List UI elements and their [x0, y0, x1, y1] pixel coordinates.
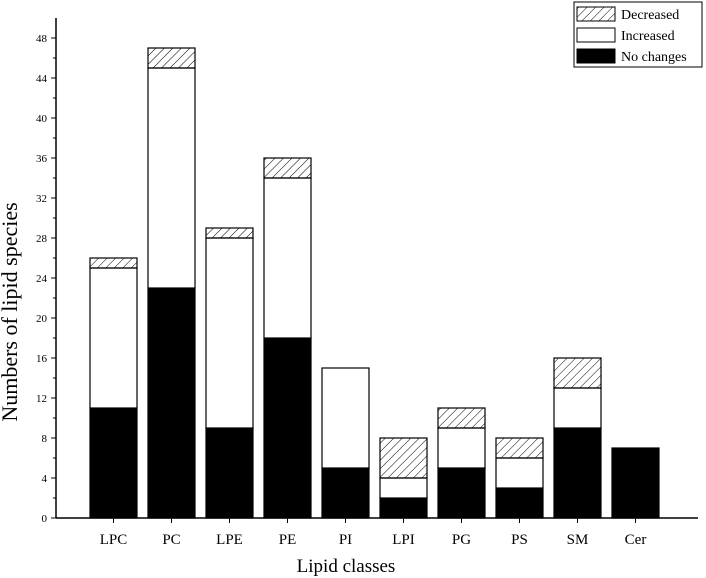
bar-lpe-no-changes	[205, 427, 254, 519]
bar-pi-no-changes	[321, 467, 370, 519]
legend-swatch	[576, 27, 616, 43]
y-tick-label: 12	[36, 393, 47, 405]
x-tick-label: PC	[162, 532, 180, 548]
bar-pe-no-changes	[263, 337, 312, 519]
bar-pc-decreased	[147, 47, 196, 69]
y-tick-label: 48	[36, 33, 48, 45]
bar-pg-decreased	[437, 407, 486, 429]
bar-lpe-increased	[205, 237, 254, 429]
bar-ps-increased	[495, 457, 544, 489]
x-tick-label: LPI	[392, 532, 415, 548]
y-tick-label: 4	[42, 473, 48, 485]
y-tick-label: 0	[42, 513, 48, 525]
bar-pg-increased	[437, 427, 486, 469]
y-tick-label: 44	[36, 73, 48, 85]
bar-sm-increased	[553, 387, 602, 429]
bar-sm-decreased	[553, 357, 602, 389]
x-tick-label: LPC	[100, 532, 128, 548]
x-tick-label: SM	[567, 532, 589, 548]
bar-pc-no-changes	[147, 287, 196, 519]
x-tick-label: PE	[279, 532, 297, 548]
bar-pc-increased	[147, 67, 196, 289]
bar-pe-decreased	[263, 157, 312, 179]
bar-ps-decreased	[495, 437, 544, 459]
x-tick-label: PS	[511, 532, 528, 548]
y-tick-label: 36	[36, 153, 48, 165]
x-tick-label: Cer	[625, 532, 647, 548]
y-tick-label: 24	[36, 273, 48, 285]
bars	[89, 47, 660, 519]
legend-label: Increased	[621, 29, 675, 44]
bar-sm-no-changes	[553, 427, 602, 519]
bar-lpe-decreased	[205, 227, 254, 239]
legend-swatch	[576, 48, 616, 64]
bar-pg-no-changes	[437, 467, 486, 519]
bar-lpc-no-changes	[89, 407, 138, 519]
bar-lpi-increased	[379, 477, 428, 499]
bar-cer-no-changes	[611, 447, 660, 519]
x-axis-label: Lipid classes	[297, 556, 396, 577]
legend-label: Decreased	[621, 8, 679, 23]
y-tick-label: 32	[36, 193, 47, 205]
y-axis-label: Numbers of lipid species	[0, 202, 22, 421]
bar-lpi-decreased	[379, 437, 428, 479]
legend-label: No changes	[621, 50, 687, 65]
x-tick-label: LPE	[216, 532, 243, 548]
y-tick-label: 16	[36, 353, 48, 365]
x-tick-label: PI	[339, 532, 352, 548]
bar-pe-increased	[263, 177, 312, 339]
legend: Decreased Increased No changes	[573, 1, 703, 68]
legend-swatch	[576, 6, 616, 22]
y-tick-label: 40	[36, 113, 48, 125]
bar-pi-increased	[321, 367, 370, 469]
bar-ps-no-changes	[495, 487, 544, 519]
bar-lpc-decreased	[89, 257, 138, 269]
bar-lpi-no-changes	[379, 497, 428, 519]
x-tick-label: PG	[452, 532, 471, 548]
bar-lpc-increased	[89, 267, 138, 409]
y-tick-label: 20	[36, 313, 48, 325]
y-tick-label: 28	[36, 233, 48, 245]
x-tick-labels: LPC PC LPE PE PI LPI PG PS SM Cer	[100, 518, 647, 548]
y-tick-label: 8	[42, 433, 48, 445]
